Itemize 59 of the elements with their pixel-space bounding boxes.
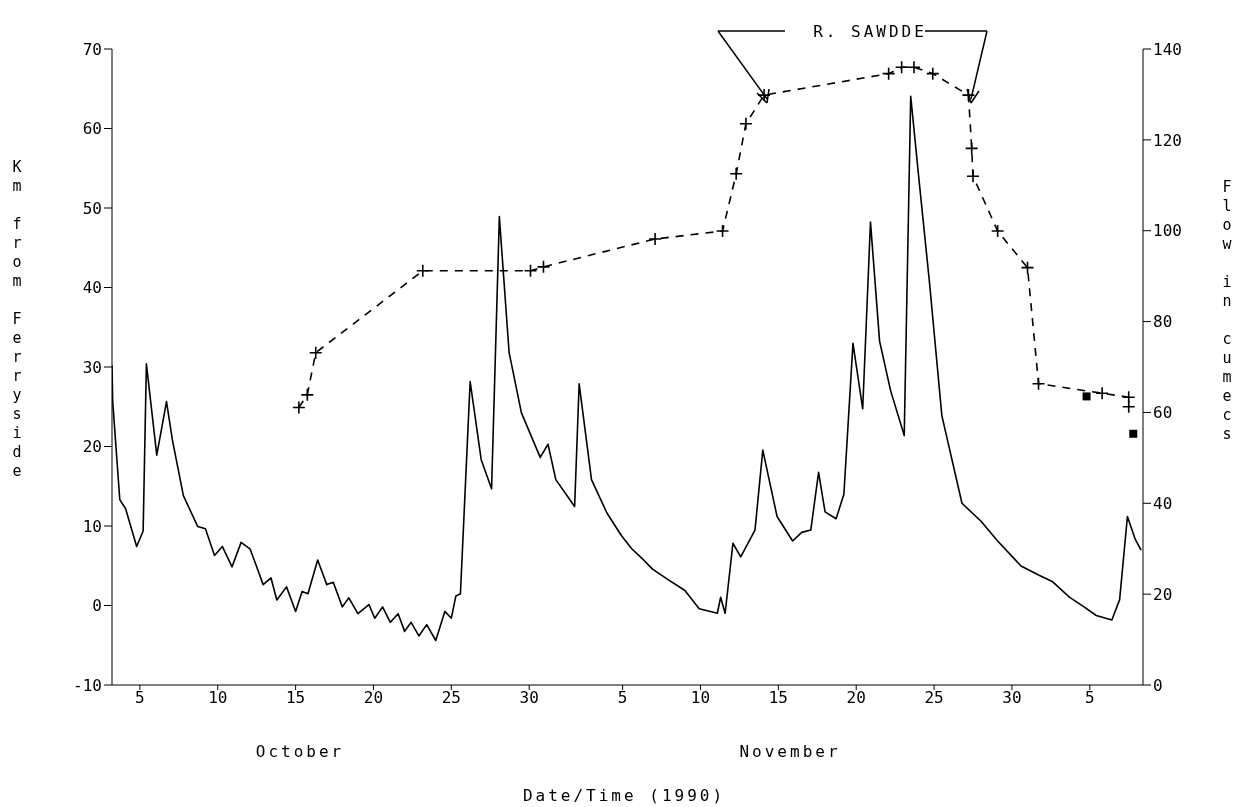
point	[894, 60, 909, 75]
point	[715, 224, 730, 238]
point	[729, 167, 743, 181]
point	[536, 260, 551, 274]
point	[1082, 392, 1091, 401]
y2-tick-label: 100	[1153, 221, 1182, 241]
y2-tick-label: 40	[1153, 493, 1173, 513]
point	[292, 400, 306, 415]
point	[1095, 386, 1109, 401]
y-tick-label: 30	[82, 357, 102, 377]
y2-tick-label: 60	[1153, 403, 1173, 423]
point	[739, 116, 753, 131]
x-tick-label: 25	[924, 688, 944, 708]
x-tick-label: 5	[135, 688, 145, 708]
x-tick-label: 5	[1084, 688, 1095, 708]
point	[308, 345, 323, 360]
y-axis-title: Km from Ferryside	[8, 158, 26, 481]
y2-tick-label: 80	[1153, 312, 1173, 332]
y2-tick-label: 120	[1153, 130, 1182, 150]
y-tick-label: 20	[82, 437, 102, 457]
point	[1129, 429, 1138, 438]
x-tick-label: 10	[690, 688, 711, 708]
x-tick-label: 20	[363, 688, 384, 708]
point	[907, 60, 921, 75]
point	[523, 264, 538, 278]
point	[966, 169, 980, 183]
point	[300, 388, 315, 402]
x-axis-title: Date/Time (1990)	[521, 786, 727, 805]
point	[925, 66, 940, 81]
point	[1121, 399, 1136, 414]
point	[1020, 260, 1035, 275]
x-tick-label: 15	[285, 688, 306, 708]
x-tick-label: 15	[768, 688, 788, 708]
y-tick-label: 0	[92, 596, 102, 616]
text: November	[739, 742, 841, 761]
y-tick-label: 50	[82, 198, 102, 218]
point	[990, 224, 1005, 238]
y-tick-label: 10	[82, 516, 102, 536]
x-tick-label: 30	[1002, 688, 1022, 708]
point	[881, 66, 896, 81]
x-tick-label: 25	[441, 688, 461, 708]
y2-axis-title: Flow in cumecs	[1218, 178, 1236, 444]
y2-tick-label: 140	[1153, 39, 1182, 59]
x-tick-label: 30	[519, 688, 539, 708]
y-tick-label: 60	[82, 119, 102, 139]
x-tick-label: 20	[846, 688, 866, 708]
y2-tick-label: 20	[1153, 584, 1173, 604]
point	[964, 141, 979, 156]
y-tick-label: -10	[73, 675, 102, 695]
text: R. SAWDDE	[807, 22, 933, 41]
point	[415, 264, 430, 278]
y-tick-label: 70	[82, 39, 102, 59]
x-tick-label: 10	[208, 688, 228, 708]
point	[648, 232, 662, 246]
point	[1031, 376, 1046, 391]
x-tick-label: 5	[617, 688, 628, 708]
y-tick-label: 40	[82, 278, 102, 298]
text: October	[255, 742, 345, 761]
y2-tick-label: 0	[1153, 675, 1163, 695]
